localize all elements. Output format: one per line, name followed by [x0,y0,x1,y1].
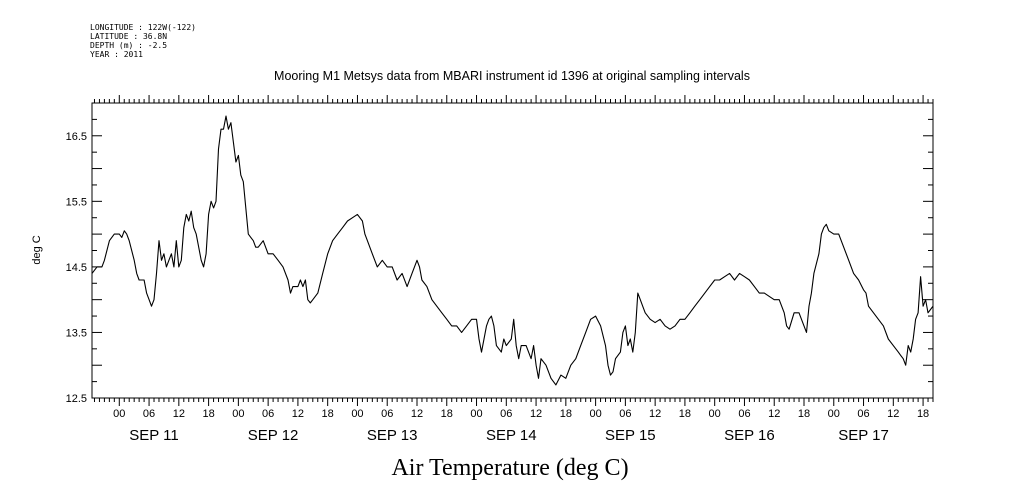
x-tick-label: 18 [917,408,929,420]
x-tick-label: 00 [113,408,125,420]
y-tick-label: 14.5 [66,262,87,274]
depth-label: DEPTH (m) : -2.5 [90,41,167,50]
x-tick-label: 00 [589,408,601,420]
x-tick-label: 12 [173,408,185,420]
x-tick-label: 06 [738,408,750,420]
x-day-label: SEP 12 [248,427,299,444]
x-tick-label: 18 [322,408,334,420]
x-tick-label: 12 [768,408,780,420]
x-tick-label: 18 [560,408,572,420]
y-tick-label: 16.5 [66,131,87,143]
x-tick-label: 00 [828,408,840,420]
x-day-label: SEP 11 [129,427,178,444]
longitude-label: LONGITUDE : 122W(-122) [90,23,196,32]
y-tick-label: 15.5 [66,196,87,208]
x-day-label: SEP 14 [486,427,537,444]
series-line [91,115,934,386]
latitude-label: LATITUDE : 36.8N [90,32,167,41]
x-day-label: SEP 16 [724,427,775,444]
x-day-label: SEP 17 [838,427,889,444]
x-tick-label: 06 [143,408,155,420]
x-tick-label: 00 [351,408,363,420]
series-layer [91,115,934,386]
x-axis-title: Air Temperature (deg C) [391,455,628,481]
x-tick-label: 12 [292,408,304,420]
x-tick-label: 18 [679,408,691,420]
chart-title: Mooring M1 Metsys data from MBARI instru… [274,69,750,83]
x-tick-label: 00 [232,408,244,420]
x-tick-label: 12 [530,408,542,420]
x-day-label: SEP 13 [367,427,418,444]
x-tick-label: 06 [381,408,393,420]
x-tick-label: 06 [500,408,512,420]
x-tick-label: 18 [202,408,214,420]
y-tick-label: 13.5 [66,327,87,339]
year-label: YEAR : 2011 [90,50,143,59]
x-tick-label: 00 [470,408,482,420]
x-axis: 00 06 12 18 00 06 12 18 00 06 12 18 00 06 12 18 00 06 12 18… [93,95,934,444]
x-tick-label: 06 [619,408,631,420]
x-tick-label: 12 [887,408,899,420]
plot-frame [91,102,934,399]
x-tick-label: 12 [411,408,423,420]
x-day-label: SEP 15 [605,427,656,444]
y-tick-label: 12.5 [66,393,87,405]
x-tick-label: 06 [857,408,869,420]
x-tick-label: 18 [441,408,453,420]
x-tick-label: 06 [262,408,274,420]
y-axis-label: deg C [31,235,43,264]
x-tick-label: 18 [798,408,810,420]
y-axis: 12.5 13.5 14.5 15.5 16.5 [66,102,933,405]
x-tick-label: 12 [649,408,661,420]
x-tick-label: 00 [709,408,721,420]
